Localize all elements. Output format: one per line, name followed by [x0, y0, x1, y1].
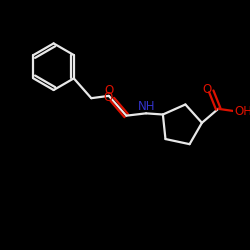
Text: O: O: [202, 82, 212, 96]
Text: OH: OH: [234, 105, 250, 118]
Text: O: O: [104, 91, 113, 104]
Text: NH: NH: [138, 100, 155, 113]
Text: O: O: [104, 84, 114, 97]
